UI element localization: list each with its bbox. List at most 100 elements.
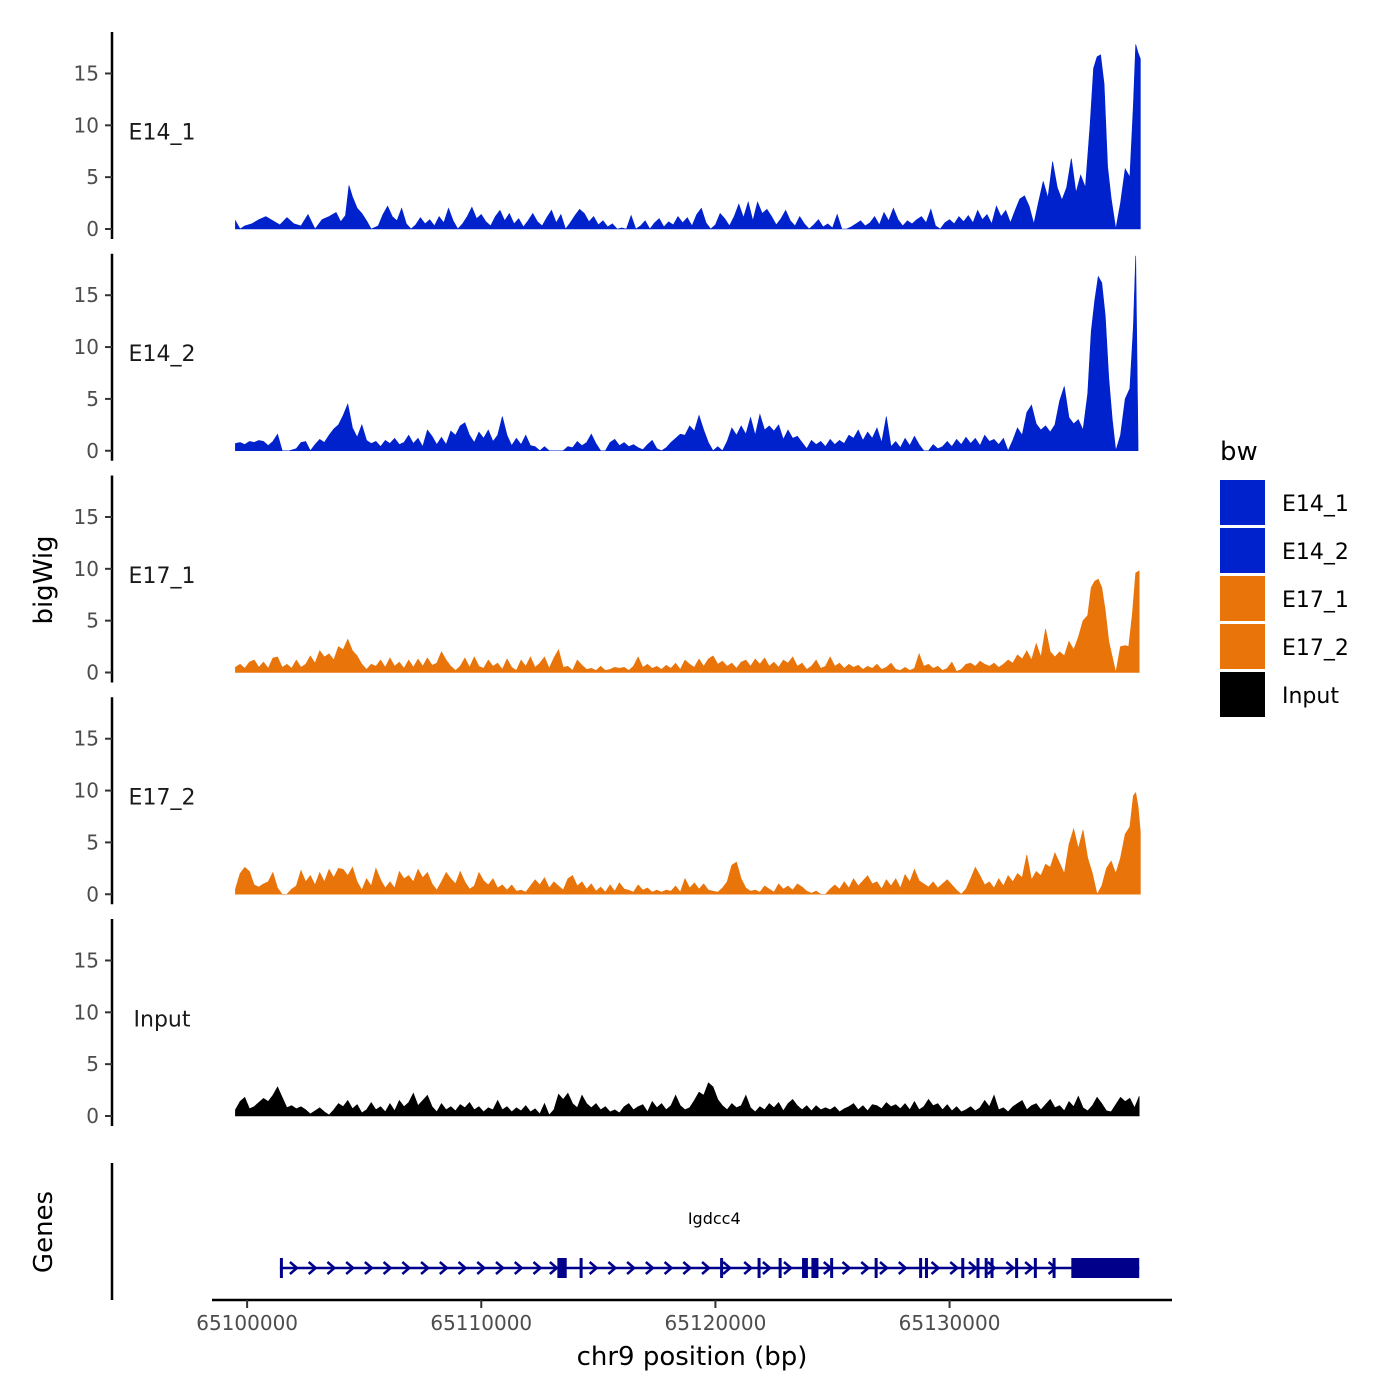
strand-arrow bbox=[879, 1261, 889, 1275]
strand-arrow bbox=[626, 1261, 637, 1275]
y-tick-label: 0 bbox=[86, 1104, 99, 1128]
x-tick-label: 65110000 bbox=[430, 1311, 532, 1335]
legend-swatch bbox=[1220, 576, 1265, 621]
x-tick-label: 65130000 bbox=[899, 1311, 1001, 1335]
track-e14-2: 0 5 10 15 E14_2 bbox=[74, 253, 1139, 463]
legend-label: E14_1 bbox=[1282, 492, 1349, 517]
strand-arrow bbox=[495, 1261, 505, 1275]
strand-arrow bbox=[364, 1261, 374, 1275]
legend-swatch bbox=[1220, 624, 1265, 669]
strand-arrow bbox=[897, 1261, 908, 1275]
legend-swatch bbox=[1220, 480, 1265, 525]
track-e17-2: 0 5 10 15 E17_2 bbox=[74, 697, 1141, 906]
y-tick-label: 5 bbox=[86, 1052, 99, 1076]
strand-arrow bbox=[307, 1261, 318, 1275]
strand-arrow bbox=[682, 1261, 693, 1275]
x-tick-label: 65100000 bbox=[196, 1311, 298, 1335]
gene-exon bbox=[976, 1258, 980, 1278]
legend-label: E14_2 bbox=[1282, 540, 1349, 565]
y-tick-label: 10 bbox=[74, 113, 99, 137]
signal-area bbox=[235, 791, 1141, 896]
y-tick-label: 5 bbox=[86, 830, 99, 854]
strand-arrow bbox=[438, 1261, 449, 1275]
y-tick-label: 5 bbox=[86, 165, 99, 189]
legend-swatch bbox=[1220, 528, 1265, 573]
legend-item: E17_1 bbox=[1220, 576, 1349, 621]
y-tick-label: 0 bbox=[86, 217, 99, 241]
strand-arrow bbox=[549, 1261, 559, 1275]
strand-arrow bbox=[743, 1261, 754, 1275]
legend-item: Input bbox=[1220, 672, 1339, 717]
y-tick-label: 10 bbox=[74, 779, 99, 803]
gene-exon bbox=[1033, 1258, 1037, 1278]
x-axis-title: chr9 position (bp) bbox=[577, 1342, 808, 1372]
strand-arrow bbox=[722, 1261, 733, 1275]
strand-arrow bbox=[860, 1261, 871, 1275]
y-tick-label: 0 bbox=[86, 661, 99, 685]
y-tick-label: 0 bbox=[86, 439, 99, 463]
y-tick-label: 5 bbox=[86, 387, 99, 411]
strand-arrow bbox=[930, 1261, 941, 1275]
gene-exon bbox=[984, 1258, 988, 1278]
x-ticks: 65100000 65110000 65120000 65130000 bbox=[196, 1300, 1000, 1335]
gene-exon bbox=[1052, 1258, 1056, 1278]
gene-exon bbox=[720, 1258, 724, 1278]
tracks-area: 0 5 10 15 E14_1 0 5 10 15 E14_2 0 5 10 15 E17_1 0 5 10 15 E… bbox=[74, 32, 1141, 1128]
y-tick-label: 15 bbox=[74, 61, 99, 85]
legend: bw E14_1 E14_2 E17_1 E17_2 Input bbox=[1220, 437, 1349, 717]
legend-title: bw bbox=[1220, 437, 1258, 467]
y-tick-label: 15 bbox=[74, 727, 99, 751]
gene-exon bbox=[557, 1258, 567, 1278]
strand-arrow bbox=[401, 1261, 412, 1275]
gene-exon bbox=[874, 1258, 878, 1278]
genes-panel: Igdcc4 bbox=[110, 1163, 1140, 1300]
strand-arrow bbox=[783, 1261, 793, 1275]
gene-exon bbox=[924, 1258, 928, 1278]
strand-arrow bbox=[762, 1261, 772, 1275]
strand-arrow bbox=[986, 1261, 997, 1275]
gene-exon bbox=[757, 1258, 761, 1278]
y-tick-label: 15 bbox=[74, 283, 99, 307]
signal-area bbox=[235, 570, 1140, 673]
legend-label: E17_2 bbox=[1282, 636, 1349, 661]
gene-exon bbox=[961, 1258, 965, 1278]
track-input: 0 5 10 15 Input bbox=[74, 919, 1140, 1128]
gene-exon bbox=[1071, 1258, 1140, 1278]
y-tick-label: 15 bbox=[74, 948, 99, 972]
gene-exon bbox=[919, 1258, 923, 1278]
track-e14-1: 0 5 10 15 E14_1 bbox=[74, 32, 1141, 241]
strand-arrow bbox=[476, 1261, 487, 1275]
y-tick-label: 10 bbox=[74, 1000, 99, 1024]
strand-arrow bbox=[532, 1261, 543, 1275]
strand-arrow bbox=[645, 1261, 655, 1275]
track-label: E14_2 bbox=[129, 342, 196, 367]
legend-label: Input bbox=[1282, 684, 1339, 709]
strand-arrow bbox=[382, 1261, 393, 1275]
strand-arrow bbox=[457, 1261, 468, 1275]
strand-arrow bbox=[345, 1261, 356, 1275]
gene-exon bbox=[778, 1258, 782, 1278]
strand-arrow bbox=[607, 1261, 618, 1275]
legend-label: E17_1 bbox=[1282, 588, 1349, 613]
gene-exon bbox=[579, 1258, 583, 1278]
strand-arrow bbox=[420, 1261, 430, 1275]
track-label: E17_2 bbox=[129, 786, 196, 811]
y-tick-label: 15 bbox=[74, 505, 99, 529]
signal-area bbox=[235, 44, 1141, 230]
signal-area bbox=[235, 255, 1139, 452]
strand-arrow bbox=[289, 1261, 299, 1275]
strand-arrow bbox=[949, 1261, 960, 1275]
signal-area bbox=[235, 1082, 1140, 1117]
strand-arrow bbox=[701, 1261, 711, 1275]
track-label: E14_1 bbox=[129, 120, 196, 145]
y-axis-title: bigWig bbox=[29, 535, 59, 624]
strand-arrow bbox=[1005, 1261, 1016, 1275]
y-tick-label: 0 bbox=[86, 882, 99, 906]
gene-exon bbox=[1015, 1258, 1019, 1278]
track-label: Input bbox=[134, 1007, 191, 1032]
strand-arrow bbox=[1047, 1261, 1058, 1275]
strand-arrow bbox=[326, 1261, 337, 1275]
gene-model: Igdcc4 bbox=[279, 1209, 1140, 1278]
y-tick-label: 5 bbox=[86, 609, 99, 633]
